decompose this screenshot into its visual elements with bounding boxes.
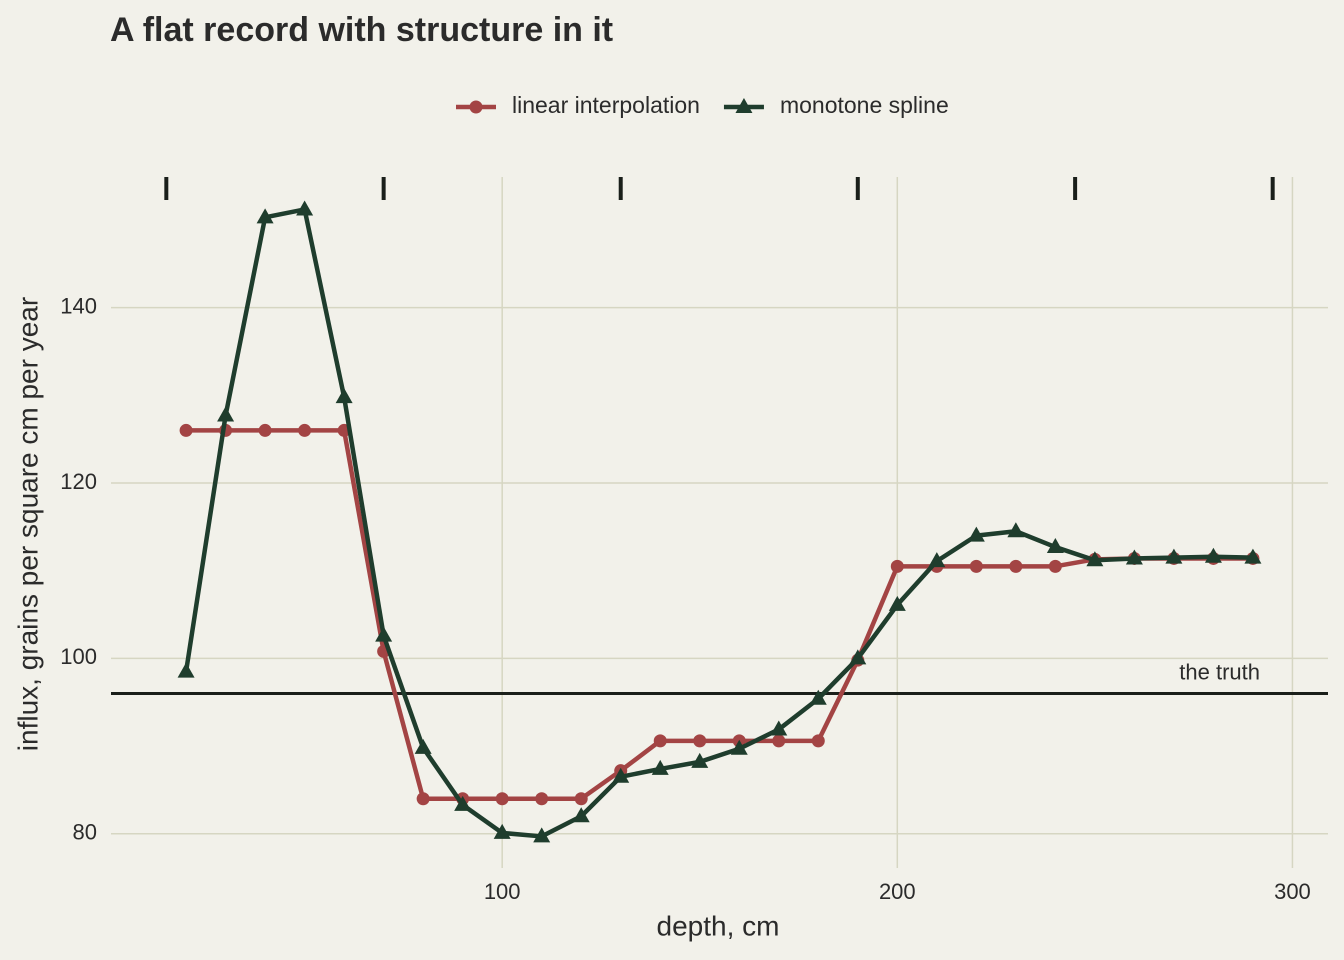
chart-title: A flat record with structure in it: [110, 11, 613, 49]
point: [416, 792, 430, 806]
point: [298, 423, 312, 437]
y-axis-label: influx, grains per square cm per year: [12, 297, 43, 751]
point: [179, 423, 193, 437]
point: [770, 720, 788, 736]
point: [612, 767, 630, 783]
x-axis-label: depth, cm: [657, 910, 780, 941]
point: [1244, 548, 1262, 564]
point: [969, 559, 983, 573]
x-tick-label: 100: [484, 879, 521, 904]
point: [1125, 549, 1143, 565]
series-line: [183, 207, 1253, 839]
point: [493, 823, 511, 839]
y-tick-label: 120: [60, 469, 97, 494]
y-tick-label: 100: [60, 644, 97, 669]
point: [809, 689, 827, 705]
point: [967, 526, 985, 542]
x-tick-label: 200: [879, 879, 916, 904]
point: [177, 662, 195, 678]
point: [651, 759, 669, 775]
point: [1046, 538, 1064, 554]
point: [772, 734, 786, 748]
point: [572, 807, 590, 823]
point: [1086, 551, 1104, 567]
y-tick-label: 140: [60, 293, 97, 318]
legend-marker: [469, 100, 483, 114]
point: [691, 752, 709, 768]
legend-label: monotone spline: [780, 92, 949, 118]
point: [258, 423, 272, 437]
point: [693, 734, 707, 748]
series-line: [186, 428, 1253, 801]
point: [454, 795, 472, 811]
point: [888, 595, 906, 611]
point: [375, 626, 393, 642]
point: [849, 649, 867, 665]
point: [1009, 559, 1023, 573]
point: [495, 792, 509, 806]
point: [217, 406, 235, 422]
point: [928, 552, 946, 568]
point: [414, 738, 432, 754]
point: [890, 559, 904, 573]
point: [574, 792, 588, 806]
point: [535, 792, 549, 806]
point: [296, 200, 314, 216]
legend-marker: [735, 98, 753, 113]
point: [256, 208, 274, 224]
point: [1165, 548, 1183, 564]
point: [1204, 547, 1222, 563]
point: [335, 388, 353, 404]
point: [653, 734, 667, 748]
x-tick-label: 300: [1274, 879, 1311, 904]
point: [730, 739, 748, 755]
point: [811, 734, 825, 748]
point: [533, 827, 551, 843]
legend-label: linear interpolation: [512, 92, 700, 118]
y-tick-label: 80: [73, 820, 97, 845]
point: [1048, 559, 1062, 573]
point: [1007, 522, 1025, 538]
reference-label: the truth: [1179, 659, 1260, 684]
